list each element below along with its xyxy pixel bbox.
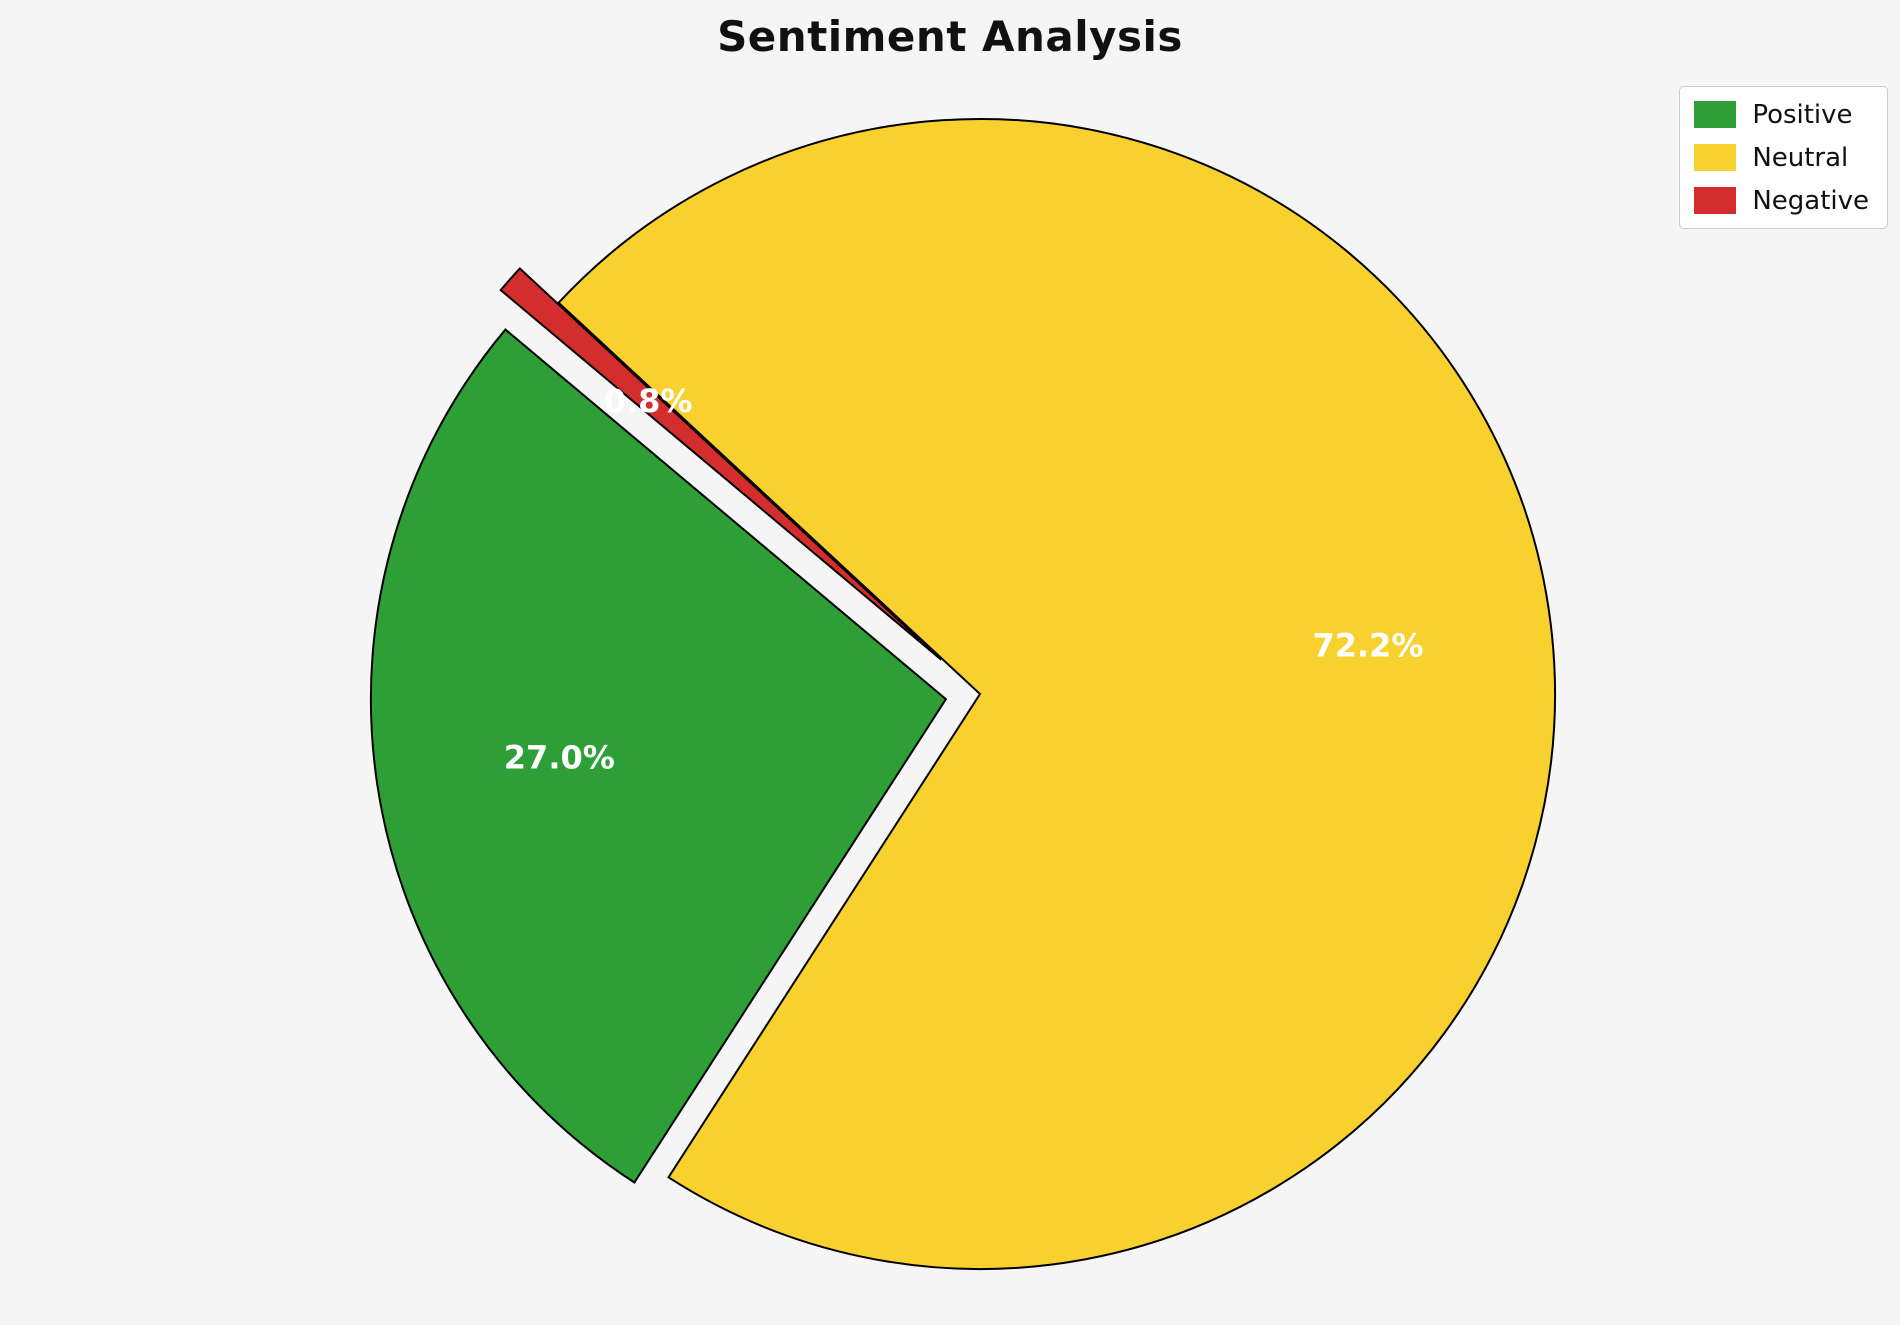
pie-label-negative: 0.8% (604, 382, 693, 420)
pie-label-neutral: 72.2% (1312, 626, 1423, 664)
legend-item-positive: Positive (1694, 101, 1869, 128)
legend-swatch-negative (1694, 187, 1737, 214)
pie-label-positive: 27.0% (504, 739, 615, 777)
pie-slice-negative (499, 267, 942, 661)
legend-swatch-neutral (1694, 144, 1737, 171)
pie-slice-positive (369, 328, 948, 1184)
legend-item-neutral: Neutral (1694, 144, 1869, 171)
legend-label-positive: Positive (1752, 99, 1853, 130)
legend-label-neutral: Neutral (1752, 142, 1849, 173)
legend-label-negative: Negative (1752, 185, 1869, 216)
pie-slice-neutral (557, 118, 1556, 1270)
legend-item-negative: Negative (1694, 187, 1869, 214)
legend-swatch-positive (1694, 101, 1737, 128)
legend: Positive Neutral Negative (1679, 86, 1888, 229)
chart-title: Sentiment Analysis (717, 12, 1183, 61)
